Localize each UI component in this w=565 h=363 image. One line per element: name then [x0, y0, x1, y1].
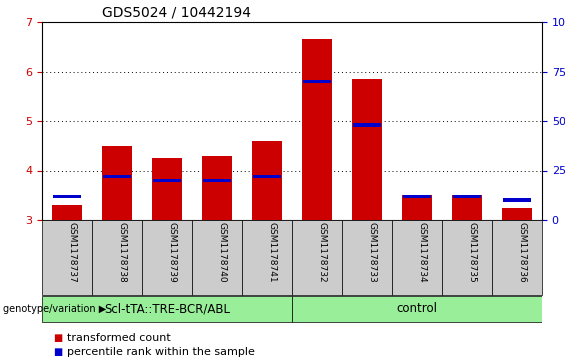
Bar: [42, 220, 92, 295]
Text: GSM1178733: GSM1178733: [367, 222, 376, 283]
Text: transformed count: transformed count: [67, 333, 171, 343]
Bar: [152, 158, 182, 220]
Bar: [392, 220, 442, 295]
Text: Scl-tTA::TRE-BCR/ABL: Scl-tTA::TRE-BCR/ABL: [104, 302, 230, 315]
Bar: [92, 220, 142, 295]
Bar: [203, 179, 231, 182]
Text: GSM1178735: GSM1178735: [467, 222, 476, 283]
Bar: [292, 220, 342, 295]
Bar: [303, 79, 331, 83]
Text: GSM1178734: GSM1178734: [417, 222, 426, 283]
Bar: [342, 220, 392, 295]
Bar: [452, 195, 482, 220]
Bar: [353, 123, 381, 127]
Bar: [292, 297, 542, 322]
Bar: [252, 141, 282, 220]
Bar: [442, 220, 492, 295]
Bar: [202, 156, 232, 220]
Bar: [502, 208, 532, 220]
Text: GSM1178736: GSM1178736: [517, 222, 526, 283]
Text: GSM1178740: GSM1178740: [217, 222, 226, 283]
Bar: [103, 175, 131, 178]
Text: GSM1178741: GSM1178741: [267, 222, 276, 283]
Text: percentile rank within the sample: percentile rank within the sample: [67, 347, 255, 357]
Bar: [42, 297, 292, 322]
Bar: [403, 195, 431, 198]
Bar: [242, 220, 292, 295]
Text: control: control: [397, 302, 437, 315]
Text: genotype/variation ▶: genotype/variation ▶: [3, 304, 106, 314]
Bar: [453, 195, 481, 198]
Bar: [253, 175, 281, 178]
Text: GDS5024 / 10442194: GDS5024 / 10442194: [102, 5, 251, 19]
Bar: [102, 146, 132, 220]
Bar: [53, 195, 81, 198]
Text: ■: ■: [53, 333, 63, 343]
Bar: [192, 220, 242, 295]
Bar: [153, 179, 181, 182]
Bar: [503, 199, 531, 202]
Text: GSM1178738: GSM1178738: [117, 222, 126, 283]
Text: ■: ■: [53, 347, 63, 357]
Text: GSM1178732: GSM1178732: [317, 222, 326, 283]
Bar: [492, 220, 542, 295]
Bar: [402, 195, 432, 220]
Bar: [302, 39, 332, 220]
Bar: [352, 79, 382, 220]
Text: GSM1178737: GSM1178737: [67, 222, 76, 283]
Bar: [142, 220, 192, 295]
Text: GSM1178739: GSM1178739: [167, 222, 176, 283]
Bar: [52, 205, 82, 220]
